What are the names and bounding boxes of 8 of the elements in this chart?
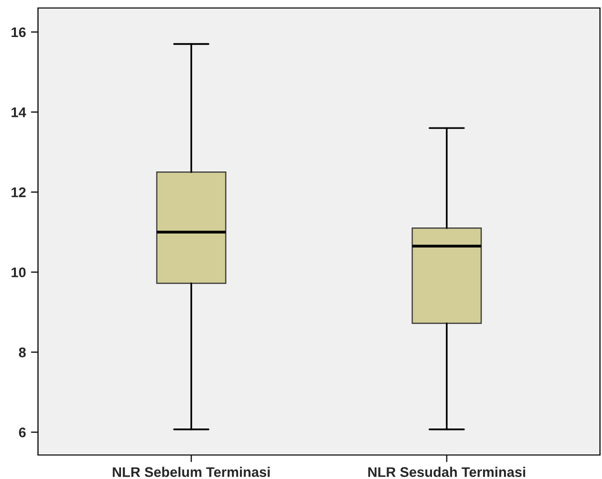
y-tick-label: 10 bbox=[12, 267, 26, 278]
y-tick-label: 12 bbox=[12, 187, 26, 198]
y-tick-label: 16 bbox=[12, 27, 26, 38]
x-tick-label: NLR Sesudah Terminasi bbox=[368, 466, 526, 478]
y-tick-label: 6 bbox=[18, 428, 26, 438]
x-tick-label: NLR Sebelum Terminasi bbox=[112, 466, 270, 478]
y-tick-label: 14 bbox=[12, 108, 26, 118]
y-tick-label: 8 bbox=[18, 347, 26, 358]
